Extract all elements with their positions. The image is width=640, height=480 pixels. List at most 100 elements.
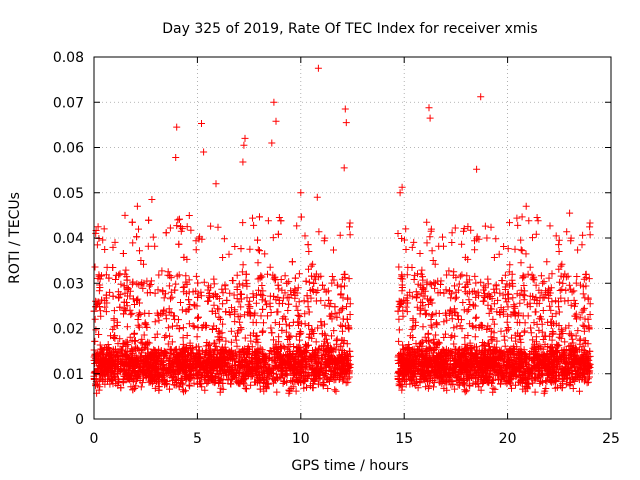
data-point bbox=[586, 223, 594, 231]
data-point bbox=[499, 291, 507, 299]
data-point bbox=[317, 318, 325, 326]
data-point bbox=[337, 342, 345, 350]
data-point bbox=[268, 356, 276, 364]
data-point bbox=[248, 358, 256, 366]
data-point bbox=[128, 337, 136, 345]
data-point bbox=[188, 365, 196, 372]
data-point bbox=[281, 289, 289, 297]
data-point bbox=[259, 363, 267, 371]
data-point bbox=[443, 271, 451, 279]
data-point bbox=[421, 306, 429, 314]
data-point bbox=[343, 340, 351, 348]
data-point bbox=[264, 367, 272, 375]
data-point bbox=[505, 346, 513, 354]
data-point bbox=[338, 354, 346, 362]
data-point bbox=[565, 354, 573, 362]
data-point bbox=[422, 309, 430, 317]
data-point bbox=[175, 383, 183, 391]
data-point bbox=[490, 285, 498, 293]
data-point bbox=[237, 363, 245, 371]
data-point bbox=[154, 286, 162, 294]
data-point bbox=[398, 383, 406, 391]
data-point bbox=[241, 334, 249, 342]
data-point bbox=[181, 373, 189, 381]
data-point bbox=[485, 309, 493, 317]
data-point bbox=[298, 361, 306, 369]
data-point bbox=[328, 273, 336, 280]
data-point bbox=[328, 279, 336, 287]
data-point bbox=[127, 311, 135, 319]
data-point bbox=[207, 222, 215, 230]
data-point bbox=[243, 282, 251, 290]
data-point bbox=[547, 306, 555, 314]
data-point bbox=[134, 321, 142, 329]
data-point bbox=[119, 340, 127, 347]
data-point bbox=[519, 312, 527, 320]
data-point bbox=[548, 298, 556, 306]
data-point bbox=[128, 218, 136, 226]
data-point bbox=[501, 342, 509, 350]
data-point bbox=[219, 300, 227, 308]
data-point bbox=[180, 366, 188, 374]
data-point bbox=[145, 216, 153, 224]
data-point bbox=[108, 376, 116, 384]
data-point bbox=[456, 322, 464, 330]
data-point bbox=[307, 382, 314, 390]
data-point bbox=[166, 332, 174, 340]
data-point bbox=[147, 281, 155, 288]
data-point bbox=[142, 351, 150, 359]
data-point bbox=[553, 343, 561, 351]
data-point bbox=[497, 380, 505, 388]
data-point bbox=[112, 349, 120, 357]
data-point bbox=[584, 294, 592, 302]
data-point bbox=[509, 294, 517, 302]
data-point bbox=[206, 289, 213, 297]
data-point bbox=[190, 379, 198, 387]
data-point bbox=[500, 243, 508, 250]
data-point bbox=[170, 360, 178, 368]
data-point bbox=[270, 275, 278, 283]
data-point bbox=[162, 332, 170, 340]
data-point bbox=[315, 359, 322, 367]
data-point bbox=[119, 378, 127, 386]
data-point bbox=[104, 371, 112, 379]
data-point bbox=[109, 243, 117, 251]
data-point bbox=[95, 386, 103, 394]
data-point bbox=[281, 272, 289, 280]
data-point bbox=[465, 288, 473, 296]
data-point bbox=[224, 349, 232, 357]
data-point bbox=[218, 345, 226, 353]
data-point bbox=[547, 321, 555, 329]
data-point bbox=[423, 346, 431, 354]
data-point bbox=[466, 342, 474, 349]
data-point bbox=[274, 308, 282, 316]
data-point bbox=[474, 374, 482, 382]
data-point bbox=[236, 312, 244, 320]
data-point bbox=[565, 322, 573, 330]
data-point bbox=[304, 341, 312, 349]
data-point bbox=[344, 351, 351, 359]
data-point bbox=[220, 235, 228, 243]
data-point bbox=[314, 286, 322, 294]
data-point bbox=[129, 364, 137, 372]
data-point bbox=[292, 302, 300, 310]
data-point bbox=[316, 374, 324, 382]
data-point bbox=[316, 360, 324, 368]
data-point bbox=[260, 319, 267, 327]
data-point bbox=[343, 303, 350, 311]
data-point bbox=[218, 285, 226, 293]
data-point bbox=[117, 280, 125, 288]
data-point bbox=[506, 261, 514, 269]
data-point bbox=[170, 312, 178, 320]
data-point bbox=[149, 233, 157, 241]
data-point bbox=[332, 387, 340, 395]
data-point bbox=[344, 322, 352, 330]
data-point bbox=[283, 367, 291, 375]
chart-title: Day 325 of 2019, Rate Of TEC Index for r… bbox=[162, 21, 537, 37]
data-point bbox=[317, 297, 325, 305]
data-point bbox=[274, 230, 282, 238]
data-point bbox=[99, 349, 106, 357]
data-point bbox=[517, 236, 525, 244]
data-point bbox=[526, 292, 534, 300]
data-point bbox=[194, 293, 202, 301]
